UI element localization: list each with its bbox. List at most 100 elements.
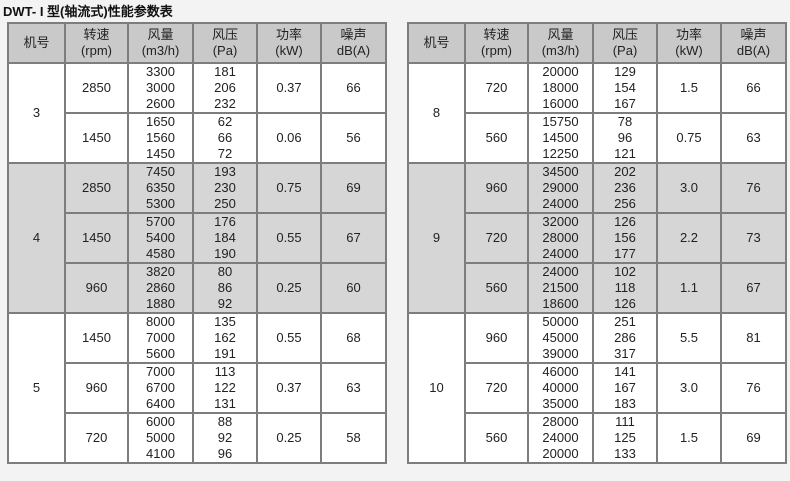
pressure-value: 62 <box>217 114 233 129</box>
flow-cell: 24000 21500 18600 <box>527 262 594 314</box>
flow-value: 6700 <box>146 380 175 395</box>
machine-number-cell: 5 <box>7 312 66 464</box>
flow-cell: 34500 29000 24000 <box>527 162 594 214</box>
pressure-value: 156 <box>614 230 636 245</box>
header-label: 风压 <box>611 27 638 42</box>
power-cell: 0.25 <box>256 262 322 314</box>
header-label: 功率 <box>675 27 702 42</box>
pressure-value: 232 <box>214 96 236 111</box>
header-unit: (m3/h) <box>141 43 180 58</box>
rpm-cell: 720 <box>464 362 529 414</box>
pressure-cell: 88 92 96 <box>192 412 258 464</box>
flow-cell: 7000 6700 6400 <box>127 362 194 414</box>
flow-value: 5700 <box>146 214 175 229</box>
noise-cell: 67 <box>320 212 387 264</box>
pressure-cell: 80 86 92 <box>192 262 258 314</box>
flow-value: 20000 <box>542 64 579 79</box>
flow-value: 1880 <box>146 296 175 311</box>
flow-value: 45000 <box>542 330 579 345</box>
flow-cell: 15750 14500 12250 <box>527 112 594 164</box>
table-row: 720 32000 28000 24000 126 156 177 2.2 73 <box>408 212 787 264</box>
performance-table-right: 机号 转速 (rpm) 风量 (m3/h) 风压 (Pa) 功率 (kW) 噪声 dB(A) 8 720… <box>407 22 787 464</box>
pressure-value: 88 <box>217 414 233 429</box>
flow-value: 34500 <box>542 164 579 179</box>
noise-cell: 60 <box>320 262 387 314</box>
power-cell: 0.37 <box>256 62 322 114</box>
header-label: 噪声 <box>740 27 767 42</box>
pressure-value: 102 <box>614 264 636 279</box>
header-power: 功率 (kW) <box>256 22 322 64</box>
flow-value: 6000 <box>146 414 175 429</box>
flow-cell: 1650 1560 1450 <box>127 112 194 164</box>
header-machine: 机号 <box>7 22 66 64</box>
pressure-cell: 129 154 167 <box>592 62 658 114</box>
flow-cell: 3820 2860 1880 <box>127 262 194 314</box>
rpm-cell: 960 <box>64 362 129 414</box>
header-unit: (m3/h) <box>541 43 580 58</box>
flow-value: 4580 <box>146 246 175 261</box>
header-noise: 噪声 dB(A) <box>320 22 387 64</box>
pressure-cell: 181 206 232 <box>192 62 258 114</box>
power-cell: 0.55 <box>256 212 322 264</box>
pressure-value: 183 <box>614 396 636 411</box>
header-pressure: 风压 (Pa) <box>192 22 258 64</box>
pressure-value: 72 <box>217 146 233 161</box>
pressure-cell: 62 66 72 <box>192 112 258 164</box>
header-machine: 机号 <box>407 22 466 64</box>
header-unit: (Pa) <box>212 43 238 58</box>
table-row: 3 2850 3300 3000 2600 181 206 232 0.37 66 <box>7 62 387 164</box>
header-unit: dB(A) <box>336 43 371 58</box>
pressure-cell: 141 167 183 <box>592 362 658 414</box>
header-unit: (Pa) <box>612 43 638 58</box>
pressure-value: 230 <box>214 180 236 195</box>
flow-value: 6400 <box>146 396 175 411</box>
header-label: 转速 <box>83 27 110 42</box>
power-cell: 5.5 <box>656 312 722 364</box>
flow-cell: 3300 3000 2600 <box>127 62 194 114</box>
machine-number-cell: 4 <box>7 162 66 314</box>
noise-cell: 69 <box>320 162 387 214</box>
pressure-value: 206 <box>214 80 236 95</box>
pressure-value: 122 <box>214 380 236 395</box>
rpm-cell: 720 <box>64 412 129 464</box>
pressure-value: 135 <box>214 314 236 329</box>
pressure-value: 154 <box>614 80 636 95</box>
flow-value: 28000 <box>542 230 579 245</box>
pressure-cell: 135 162 191 <box>192 312 258 364</box>
flow-value: 5400 <box>146 230 175 245</box>
flow-value: 28000 <box>542 414 579 429</box>
table-row: 9 960 34500 29000 24000 202 236 256 3.0 76 <box>407 162 787 314</box>
header-flow: 风量 (m3/h) <box>127 22 194 64</box>
header-unit: (rpm) <box>480 43 513 58</box>
flow-value: 24000 <box>542 246 579 261</box>
power-cell: 0.75 <box>656 112 722 164</box>
flow-value: 7000 <box>146 364 175 379</box>
pressure-value: 118 <box>614 280 636 295</box>
header-unit: (kW) <box>675 43 703 58</box>
header-pressure: 风压 (Pa) <box>592 22 658 64</box>
rpm-cell: 560 <box>464 262 529 314</box>
noise-cell: 66 <box>720 62 787 114</box>
flow-cell: 6000 5000 4100 <box>127 412 194 464</box>
pressure-value: 92 <box>217 296 233 311</box>
flow-value: 24000 <box>542 196 579 211</box>
flow-value: 46000 <box>542 364 579 379</box>
pressure-value: 129 <box>614 64 636 79</box>
power-cell: 0.55 <box>256 312 322 364</box>
pressure-value: 202 <box>614 164 636 179</box>
pressure-value: 96 <box>617 130 633 145</box>
flow-value: 4100 <box>146 446 175 461</box>
flow-cell: 50000 45000 39000 <box>527 312 594 364</box>
flow-value: 3820 <box>146 264 175 279</box>
noise-cell: 66 <box>320 62 387 114</box>
flow-value: 21500 <box>542 280 579 295</box>
power-cell: 1.5 <box>656 412 722 464</box>
pressure-cell: 126 156 177 <box>592 212 658 264</box>
header-power: 功率 (kW) <box>656 22 722 64</box>
noise-cell: 69 <box>720 412 787 464</box>
power-cell: 3.0 <box>656 162 722 214</box>
pressure-value: 167 <box>614 96 636 111</box>
pressure-value: 92 <box>217 430 233 445</box>
power-cell: 0.75 <box>256 162 322 214</box>
pressure-value: 126 <box>614 214 636 229</box>
